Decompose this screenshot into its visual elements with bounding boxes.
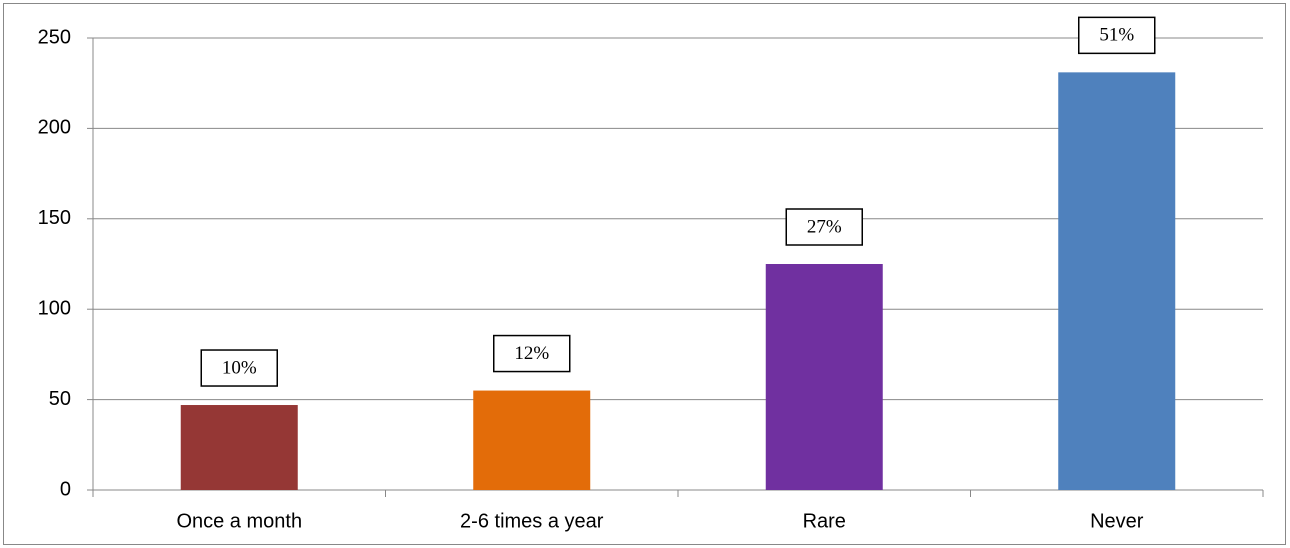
x-tick-label: Once a month <box>176 510 302 532</box>
data-label: 10% <box>222 357 257 378</box>
data-label: 51% <box>1099 25 1134 46</box>
data-label-box <box>785 208 863 246</box>
y-tick-label: 250 <box>38 26 71 48</box>
bar <box>180 405 298 490</box>
y-tick-label: 150 <box>38 207 71 229</box>
x-tick-label: 2-6 times a year <box>460 510 604 532</box>
data-label: 12% <box>514 343 549 364</box>
y-tick-label: 50 <box>49 388 71 410</box>
y-tick-label: 100 <box>38 297 71 319</box>
bar <box>473 390 591 490</box>
data-label-box <box>1078 16 1156 55</box>
y-tick-label: 0 <box>60 478 71 500</box>
y-tick-label: 200 <box>38 117 71 139</box>
bar <box>765 264 883 490</box>
bar <box>1058 72 1176 491</box>
x-tick-label: Never <box>1090 510 1144 532</box>
data-label-box <box>200 349 278 387</box>
data-label-box <box>493 334 571 373</box>
x-tick-label: Rare <box>803 510 846 532</box>
data-label: 27% <box>807 216 842 237</box>
